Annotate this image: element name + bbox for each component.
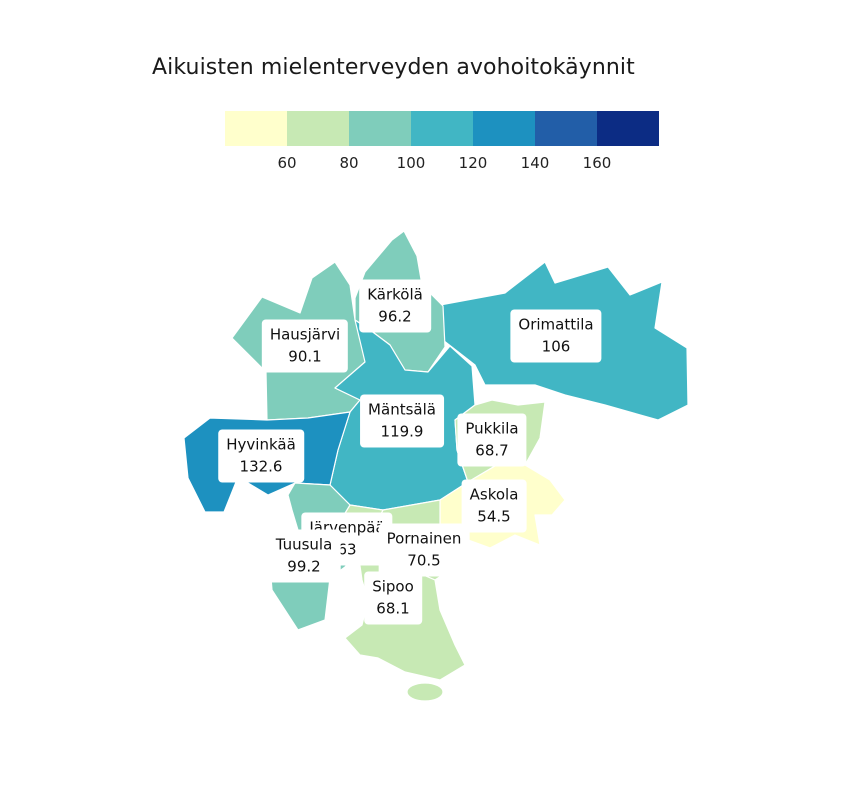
region-label-tuusula: Tuusula 99.2: [267, 529, 341, 583]
region-name: Tuusula: [275, 535, 333, 554]
region-label-hausjarvi: Hausjärvi 90.1: [261, 319, 349, 373]
region-label-orimattila: Orimattila 106: [510, 309, 602, 363]
region-name: Pukkila: [465, 419, 519, 438]
legend-swatch-1: [225, 111, 287, 146]
region-label-karkola: Kärkölä 96.2: [359, 279, 431, 333]
legend-swatch-3: [349, 111, 411, 146]
region-value: 68.1: [376, 599, 410, 618]
region-name: Askola: [469, 485, 519, 504]
region-name: Pornainen: [386, 529, 462, 548]
color-legend: 60 80 100 120 140 160: [225, 111, 659, 178]
region-label-mantsala: Mäntsälä 119.9: [360, 394, 444, 448]
legend-swatch-4: [411, 111, 473, 146]
region-label-pukkila: Pukkila 68.7: [457, 413, 527, 467]
region-name: Sipoo: [372, 577, 414, 596]
legend-tick: 160: [582, 154, 612, 172]
region-label-sipoo: Sipoo 68.1: [364, 571, 422, 625]
legend-tick: 60: [277, 154, 297, 172]
legend-tick: 80: [339, 154, 359, 172]
region-value: 119.9: [380, 422, 424, 441]
region-value: 132.6: [239, 457, 283, 476]
region-label-pornainen: Pornainen 70.5: [378, 523, 470, 577]
region-value: 54.5: [477, 507, 511, 526]
legend-tick: 120: [458, 154, 488, 172]
region-name: Kärkölä: [367, 285, 423, 304]
legend-ticks: 60 80 100 120 140 160: [225, 154, 659, 178]
region-name: Mäntsälä: [368, 400, 436, 419]
region-value: 68.7: [475, 441, 509, 460]
region-value: 96.2: [378, 307, 412, 326]
region-name: Hausjärvi: [269, 325, 341, 344]
legend-swatch-6: [535, 111, 597, 146]
region-value: 70.5: [407, 551, 441, 570]
legend-swatch-5: [473, 111, 535, 146]
legend-tick: 100: [396, 154, 426, 172]
region-name: Hyvinkää: [226, 435, 296, 454]
region-name: Orimattila: [518, 315, 594, 334]
legend-swatches: [225, 111, 659, 146]
region-label-hyvinkaa: Hyvinkää 132.6: [218, 429, 304, 483]
legend-swatch-2: [287, 111, 349, 146]
region-sipoo-island[interactable]: [406, 682, 444, 702]
legend-swatch-7: [597, 111, 659, 146]
legend-tick: 140: [520, 154, 550, 172]
region-value: 106: [541, 337, 571, 356]
map-title: Aikuisten mielenterveyden avohoitokäynni…: [152, 55, 635, 80]
region-label-askola: Askola 54.5: [461, 479, 527, 533]
region-value: 90.1: [288, 347, 322, 366]
region-value: 63: [337, 540, 357, 559]
region-value: 99.2: [287, 557, 321, 576]
